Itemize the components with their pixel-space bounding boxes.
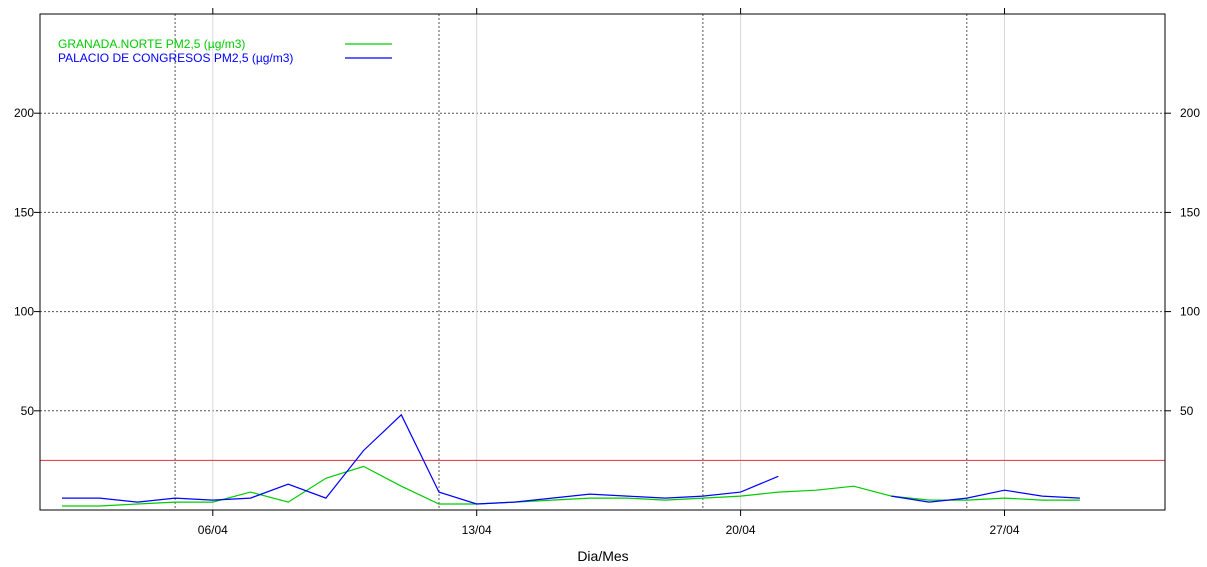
- legend: GRANADA.NORTE PM2,5 (µg/m3)PALACIO DE CO…: [58, 37, 392, 65]
- y-tick-label-right: 150: [1180, 205, 1200, 219]
- x-axis-title: Dia/Mes: [577, 548, 628, 564]
- y-tick-label-left: 50: [21, 404, 35, 418]
- y-tick-label-right: 200: [1180, 106, 1200, 120]
- y-tick-label-right: 50: [1180, 404, 1194, 418]
- axes: 50 50 100 100 150 150 200 200 06/04 13/04 20/04 27/…: [14, 8, 1200, 537]
- y-tick-label-right: 100: [1180, 305, 1200, 319]
- plot-frame: [39, 13, 1166, 511]
- legend-label-2: PALACIO DE CONGRESOS PM2,5 (µg/m3): [58, 51, 293, 65]
- y-tick-label-left: 150: [14, 205, 34, 219]
- x-tick-label: 13/04: [462, 523, 492, 537]
- grid-lines: [40, 14, 1165, 510]
- x-tick-label: 27/04: [989, 523, 1019, 537]
- x-tick-label: 06/04: [198, 523, 228, 537]
- series-line-1: [62, 465, 1080, 507]
- series-line-2: [62, 413, 1080, 505]
- y-tick-label-left: 200: [14, 106, 34, 120]
- y-tick-label-left: 100: [14, 305, 34, 319]
- legend-label-1: GRANADA.NORTE PM2,5 (µg/m3): [58, 37, 245, 51]
- series-lines: [62, 413, 1080, 507]
- plot-background: [40, 14, 1165, 510]
- x-tick-label: 20/04: [726, 523, 756, 537]
